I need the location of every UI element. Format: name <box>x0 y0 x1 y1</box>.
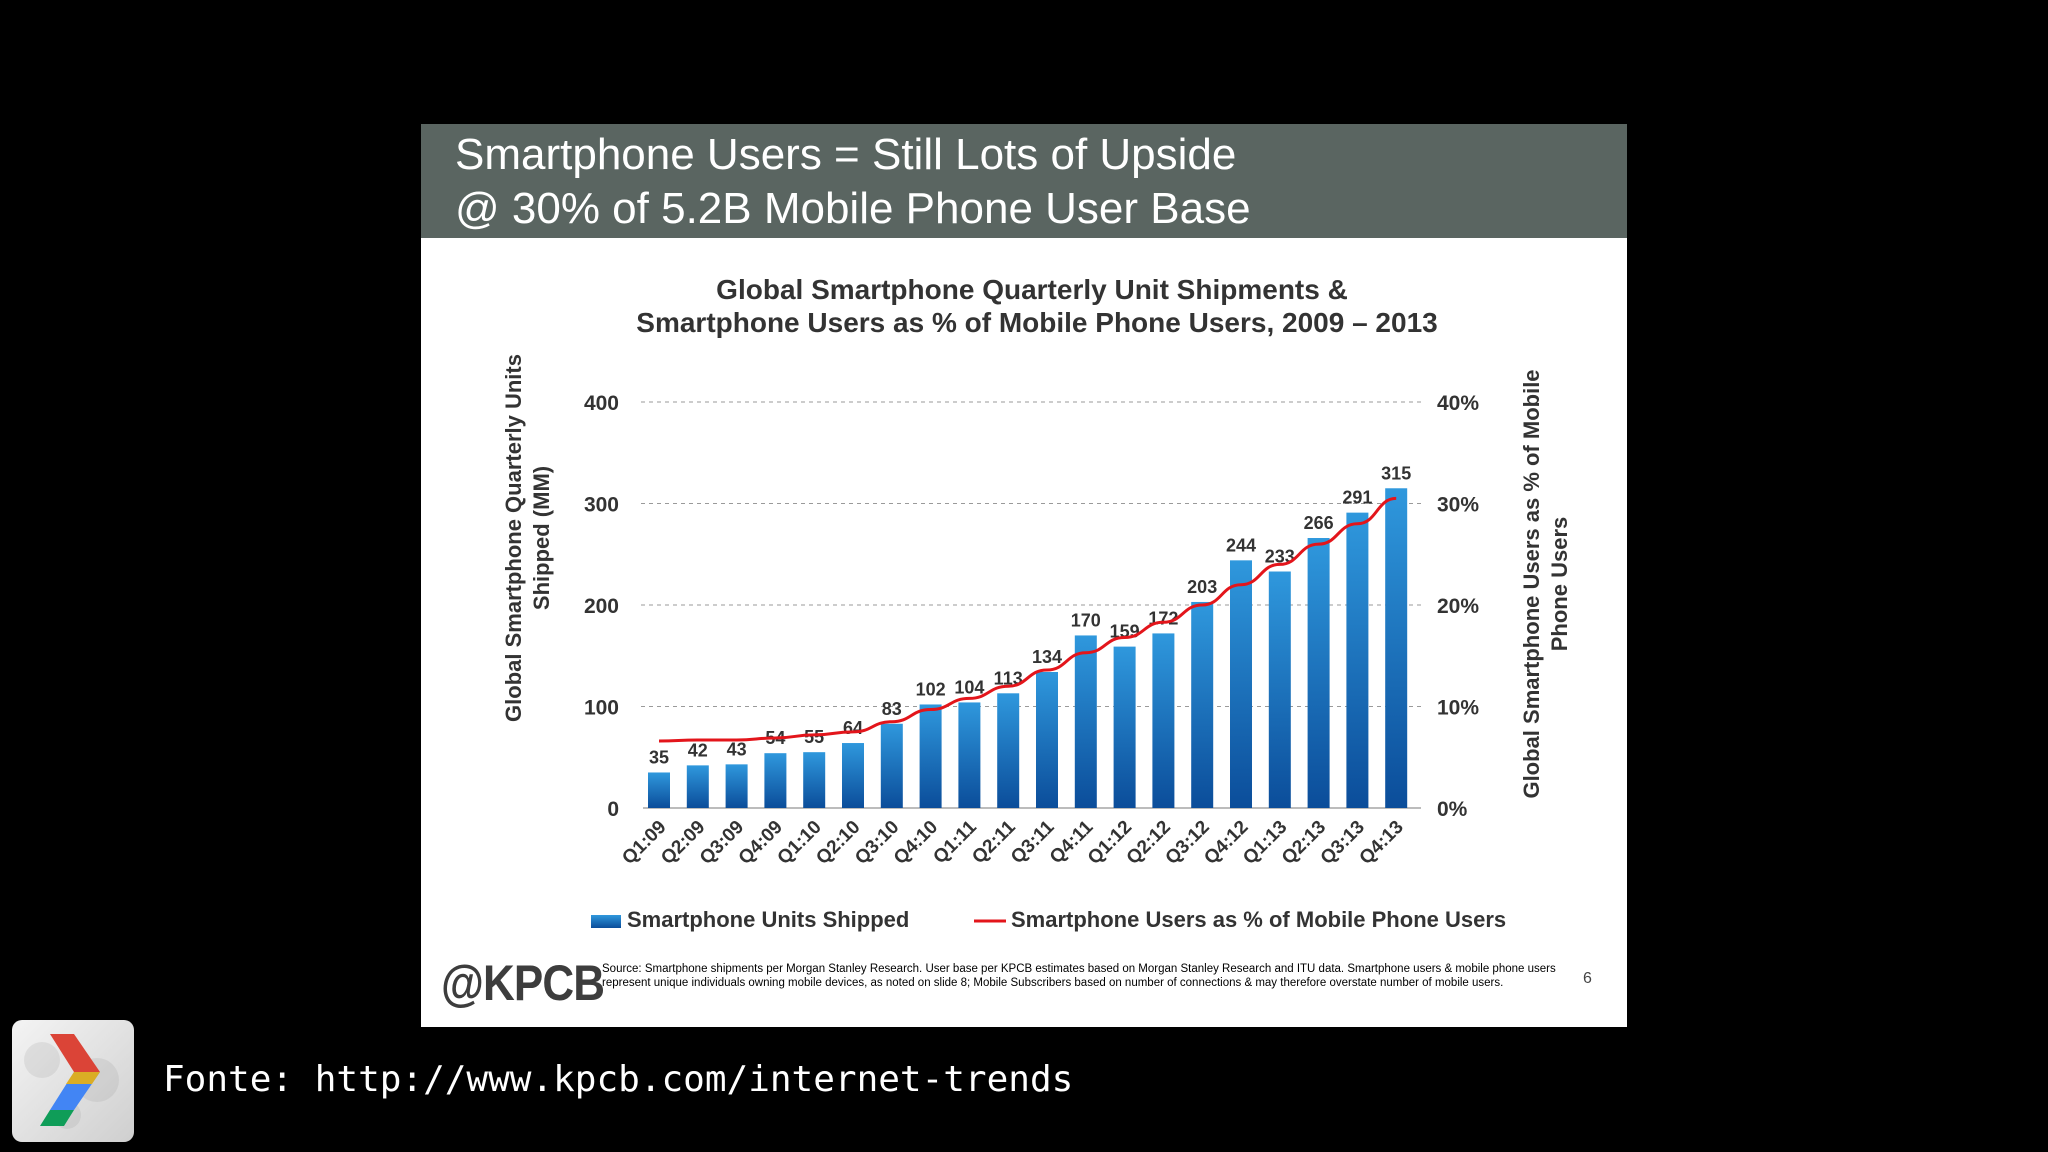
y-tick-label: 400 <box>584 392 619 415</box>
y-axis-left-label-line1: Global Smartphone Quarterly Units <box>501 354 526 722</box>
bar-value-label: 42 <box>688 740 708 760</box>
x-tick-label: Q2:11 <box>968 816 1020 868</box>
y2-tick-label: 0% <box>1437 798 1468 821</box>
legend: Smartphone Units Shipped Smartphone User… <box>591 907 1506 932</box>
slide: Smartphone Users = Still Lots of Upside … <box>421 124 1627 1027</box>
bar <box>648 772 670 808</box>
x-tick-label: Q4:10 <box>890 817 942 869</box>
line-series <box>658 496 1397 743</box>
legend-label-bars: Smartphone Units Shipped <box>627 907 909 932</box>
x-tick-label: Q2:09 <box>657 817 709 869</box>
x-axis: Q1:09Q2:09Q3:09Q4:09Q1:10Q2:10Q3:10Q4:10… <box>618 816 1407 868</box>
y-axis-right-label-line1: Global Smartphone Users as % of Mobile <box>1519 369 1544 798</box>
y2-tick-label: 40% <box>1437 392 1479 415</box>
bar-value-label: 291 <box>1342 488 1372 508</box>
bar <box>842 743 864 808</box>
y-axis-left: 0 100 200 300 400 <box>584 392 619 821</box>
bar-value-label: 83 <box>882 699 902 719</box>
bar-value-label: 233 <box>1265 547 1295 567</box>
x-tick-label: Q4:12 <box>1200 817 1252 869</box>
bar-value-label: 315 <box>1381 463 1411 483</box>
bar-value-label: 104 <box>954 677 984 697</box>
slide-header: Smartphone Users = Still Lots of Upside … <box>421 124 1627 238</box>
bar <box>725 764 748 808</box>
slide-title-line1: Smartphone Users = Still Lots of Upside <box>455 130 1237 179</box>
source-note: Source: Smartphone shipments per Morgan … <box>602 963 1556 989</box>
slide-title-line2: @ 30% of 5.2B Mobile Phone User Base <box>455 184 1251 233</box>
bar <box>1036 671 1058 808</box>
legend-swatch-bars <box>591 915 621 928</box>
bar <box>1230 560 1252 808</box>
bar-value-label: 43 <box>727 739 747 759</box>
y2-tick-label: 20% <box>1437 595 1479 618</box>
bar <box>1074 635 1097 808</box>
x-tick-label: Q1:12 <box>1084 817 1136 869</box>
y2-tick-label: 10% <box>1437 697 1479 720</box>
x-tick-label: Q4:09 <box>735 817 787 869</box>
gridlines <box>641 401 1421 809</box>
bar-value-label: 203 <box>1187 577 1217 597</box>
x-tick-label: Q1:11 <box>929 816 981 868</box>
bar-value-label: 35 <box>649 747 669 767</box>
page-number: 6 <box>1583 970 1592 987</box>
x-tick-label: Q2:13 <box>1278 817 1330 869</box>
bar-value-label: 64 <box>843 718 863 738</box>
bar <box>1113 646 1136 808</box>
users-percent-line <box>658 496 1397 743</box>
legend-label-line: Smartphone Users as % of Mobile Phone Us… <box>1011 907 1506 932</box>
x-tick-label: Q3:11 <box>1007 816 1059 868</box>
bar <box>1385 488 1408 808</box>
google-developers-chevron-icon <box>12 1020 134 1142</box>
bar <box>1191 601 1214 808</box>
y2-tick-label: 30% <box>1437 494 1479 517</box>
slide-title: Smartphone Users = Still Lots of Upside … <box>455 128 1251 236</box>
bar-value-label: 244 <box>1226 535 1256 555</box>
bar <box>803 752 826 808</box>
bar <box>958 702 981 808</box>
y-axis-left-label-line2: Shipped (MM) <box>529 466 554 610</box>
y-tick-label: 100 <box>584 697 619 720</box>
x-tick-label: Q1:09 <box>618 817 670 869</box>
kpcb-logo: @KPCB <box>441 955 605 1011</box>
y-tick-label: 0 <box>607 798 619 821</box>
bar <box>880 723 903 808</box>
chart-title-line2: Smartphone Users as % of Mobile Phone Us… <box>636 307 1437 338</box>
x-tick-label: Q1:10 <box>774 817 826 869</box>
bar-value-label: 113 <box>994 668 1023 688</box>
x-tick-label: Q1:13 <box>1239 817 1291 869</box>
bar <box>686 765 709 808</box>
y-axis-right: 0% 10% 20% 30% 40% <box>1437 392 1479 821</box>
bar <box>997 693 1020 808</box>
bar <box>1346 512 1369 808</box>
bar <box>1152 633 1175 808</box>
y-tick-label: 300 <box>584 494 619 517</box>
x-tick-label: Q3:10 <box>851 817 903 869</box>
bar-value-label: 134 <box>1032 647 1062 667</box>
bar-value-label: 170 <box>1071 610 1101 630</box>
bar <box>1307 538 1330 808</box>
source-caption: Fonte: http://www.kpcb.com/internet-tren… <box>163 1059 1074 1100</box>
x-tick-label: Q4:13 <box>1356 817 1408 869</box>
x-tick-label: Q3:13 <box>1317 817 1369 869</box>
bar-value-label: 102 <box>916 679 946 699</box>
y-tick-label: 200 <box>584 595 619 618</box>
bar <box>764 753 787 808</box>
bar-value-label: 55 <box>804 727 824 747</box>
chart-title-line1: Global Smartphone Quarterly Unit Shipmen… <box>716 274 1348 305</box>
bar-series <box>648 488 1408 808</box>
chart: Global Smartphone Quarterly Unit Shipmen… <box>501 274 1572 932</box>
y-axis-right-label-line2: Phone Users <box>1547 517 1572 652</box>
x-tick-label: Q3:09 <box>696 817 748 869</box>
bar-value-label: 266 <box>1304 513 1334 533</box>
x-tick-label: Q3:12 <box>1162 817 1214 869</box>
x-tick-label: Q2:12 <box>1123 817 1175 869</box>
bar <box>1268 571 1291 808</box>
x-tick-label: Q2:10 <box>812 817 864 869</box>
bar <box>919 704 942 808</box>
